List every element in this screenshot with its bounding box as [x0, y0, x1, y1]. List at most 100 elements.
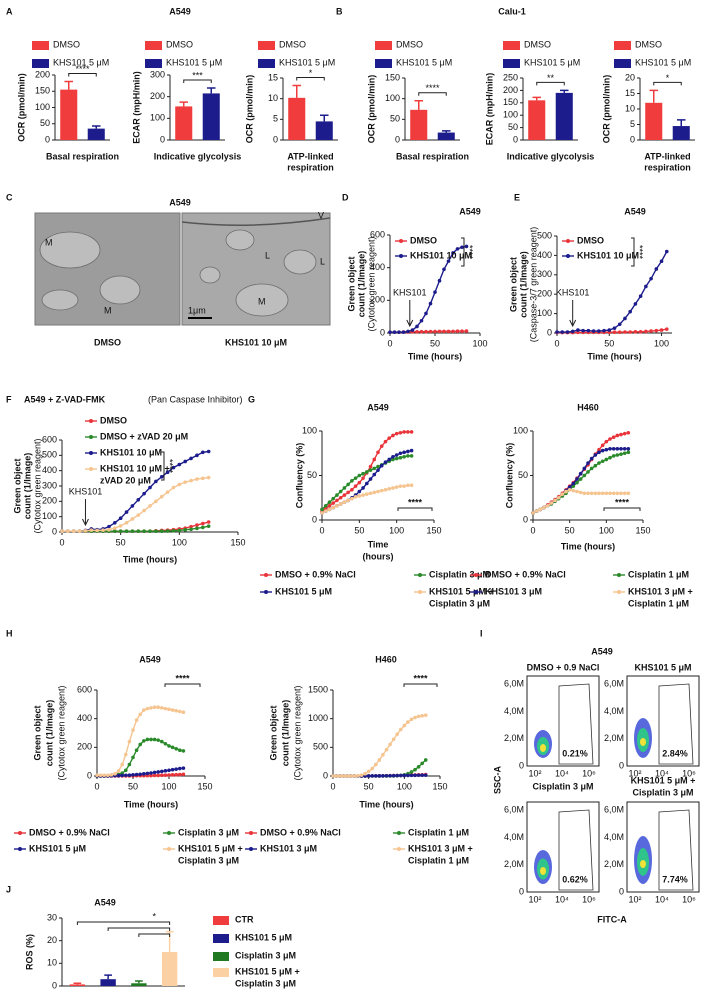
data-point: [374, 774, 378, 778]
legend-marker: [89, 451, 93, 455]
data-point: [602, 328, 606, 333]
data-point: [406, 483, 410, 488]
legend-label: KHS101 5 μM: [635, 57, 691, 67]
legend-label: DMSO: [100, 415, 127, 425]
data-point: [178, 748, 182, 752]
data-point: [370, 766, 375, 771]
y-tick-label: 5: [630, 119, 635, 129]
data-point: [174, 746, 178, 751]
x-tick-label: 100: [161, 781, 176, 791]
data-point: [181, 772, 186, 777]
annotation: KHS101: [556, 287, 590, 297]
data-point: [174, 772, 178, 777]
data-point: [134, 772, 139, 777]
data-point: [553, 498, 557, 503]
data-point: [398, 451, 403, 456]
data-point: [406, 454, 410, 458]
annotation-arrow: [569, 300, 577, 328]
data-point: [409, 717, 414, 722]
data-point: [381, 774, 385, 778]
data-point: [131, 773, 135, 777]
data-point: [415, 330, 419, 334]
data-point: [391, 486, 395, 490]
data-point: [377, 774, 382, 778]
data-point: [327, 503, 332, 508]
x-axis-label: ATP-linked: [287, 151, 333, 161]
data-point: [138, 772, 142, 777]
x-tick-label: 10⁴: [555, 768, 569, 778]
data-point: [397, 330, 401, 334]
data-point: [644, 329, 648, 334]
y-tick-label: 6,0M: [504, 679, 524, 689]
data-point: [664, 327, 669, 331]
data-point: [622, 451, 627, 456]
y-tick-label: 200: [42, 496, 57, 506]
data-point: [183, 528, 187, 532]
legend-label: CTR: [235, 914, 254, 924]
data-point: [331, 501, 336, 505]
data-point: [163, 741, 168, 746]
legend-label: DMSO + 0.9% NaCl: [275, 569, 356, 579]
y-tick-label: 0: [380, 327, 385, 337]
data-point: [451, 251, 455, 255]
legend-label: KHS101 5 μM +: [178, 843, 243, 853]
legend-marker: [264, 573, 268, 577]
error-bar: [676, 119, 686, 127]
data-point: [163, 706, 168, 711]
data-point: [338, 495, 343, 500]
data-point: [626, 430, 631, 435]
data-point: [195, 453, 199, 458]
data-point: [391, 773, 396, 778]
data-point: [98, 773, 103, 778]
data-point: [376, 468, 380, 472]
data-point: [107, 527, 111, 532]
legend-label: Cisplatin 1 μM: [628, 598, 689, 608]
y-tick-label: 200: [35, 69, 50, 79]
data-point: [600, 448, 605, 453]
data-point: [615, 453, 620, 457]
legend-label: DMSO: [396, 39, 423, 49]
data-point: [350, 496, 354, 501]
data-point: [174, 708, 178, 713]
chart-title: A549: [459, 206, 481, 216]
data-point: [649, 329, 653, 333]
data-point: [181, 766, 186, 770]
data-point: [604, 447, 609, 452]
data-point: [120, 762, 124, 767]
data-point: [638, 294, 643, 298]
data-point: [600, 491, 605, 496]
significance-bracket: [161, 451, 165, 481]
y-tick-label: 300: [537, 269, 552, 279]
data-point: [156, 705, 160, 709]
data-point: [420, 773, 424, 777]
annotation: KHS101: [69, 486, 103, 496]
data-point: [607, 328, 612, 332]
y-tick-label: 0: [395, 134, 400, 144]
data-point: [136, 513, 141, 517]
data-point: [170, 745, 175, 750]
data-point: [623, 330, 627, 334]
data-point: [654, 267, 659, 271]
legend-marker: [249, 847, 253, 851]
gate: [658, 683, 694, 765]
data-point: [152, 770, 157, 775]
panel-header: Calu-1: [498, 6, 526, 16]
data-point: [357, 489, 362, 494]
data-point: [387, 436, 392, 440]
data-point: [95, 773, 99, 778]
data-point: [413, 773, 417, 778]
error-bar: [135, 980, 143, 984]
data-point: [365, 481, 369, 486]
organelle-label: M: [258, 296, 266, 306]
data-point: [107, 524, 111, 529]
data-point: [560, 492, 565, 496]
bar: [202, 93, 220, 140]
y-tick-label: 400: [77, 713, 92, 723]
data-point: [361, 476, 365, 480]
significance-bracket: [107, 927, 171, 931]
bar: [528, 100, 546, 140]
y-tick-label: 100: [513, 425, 528, 435]
data-point: [124, 529, 129, 534]
y-axis-label: Green object: [508, 257, 518, 312]
data-point: [464, 244, 469, 249]
